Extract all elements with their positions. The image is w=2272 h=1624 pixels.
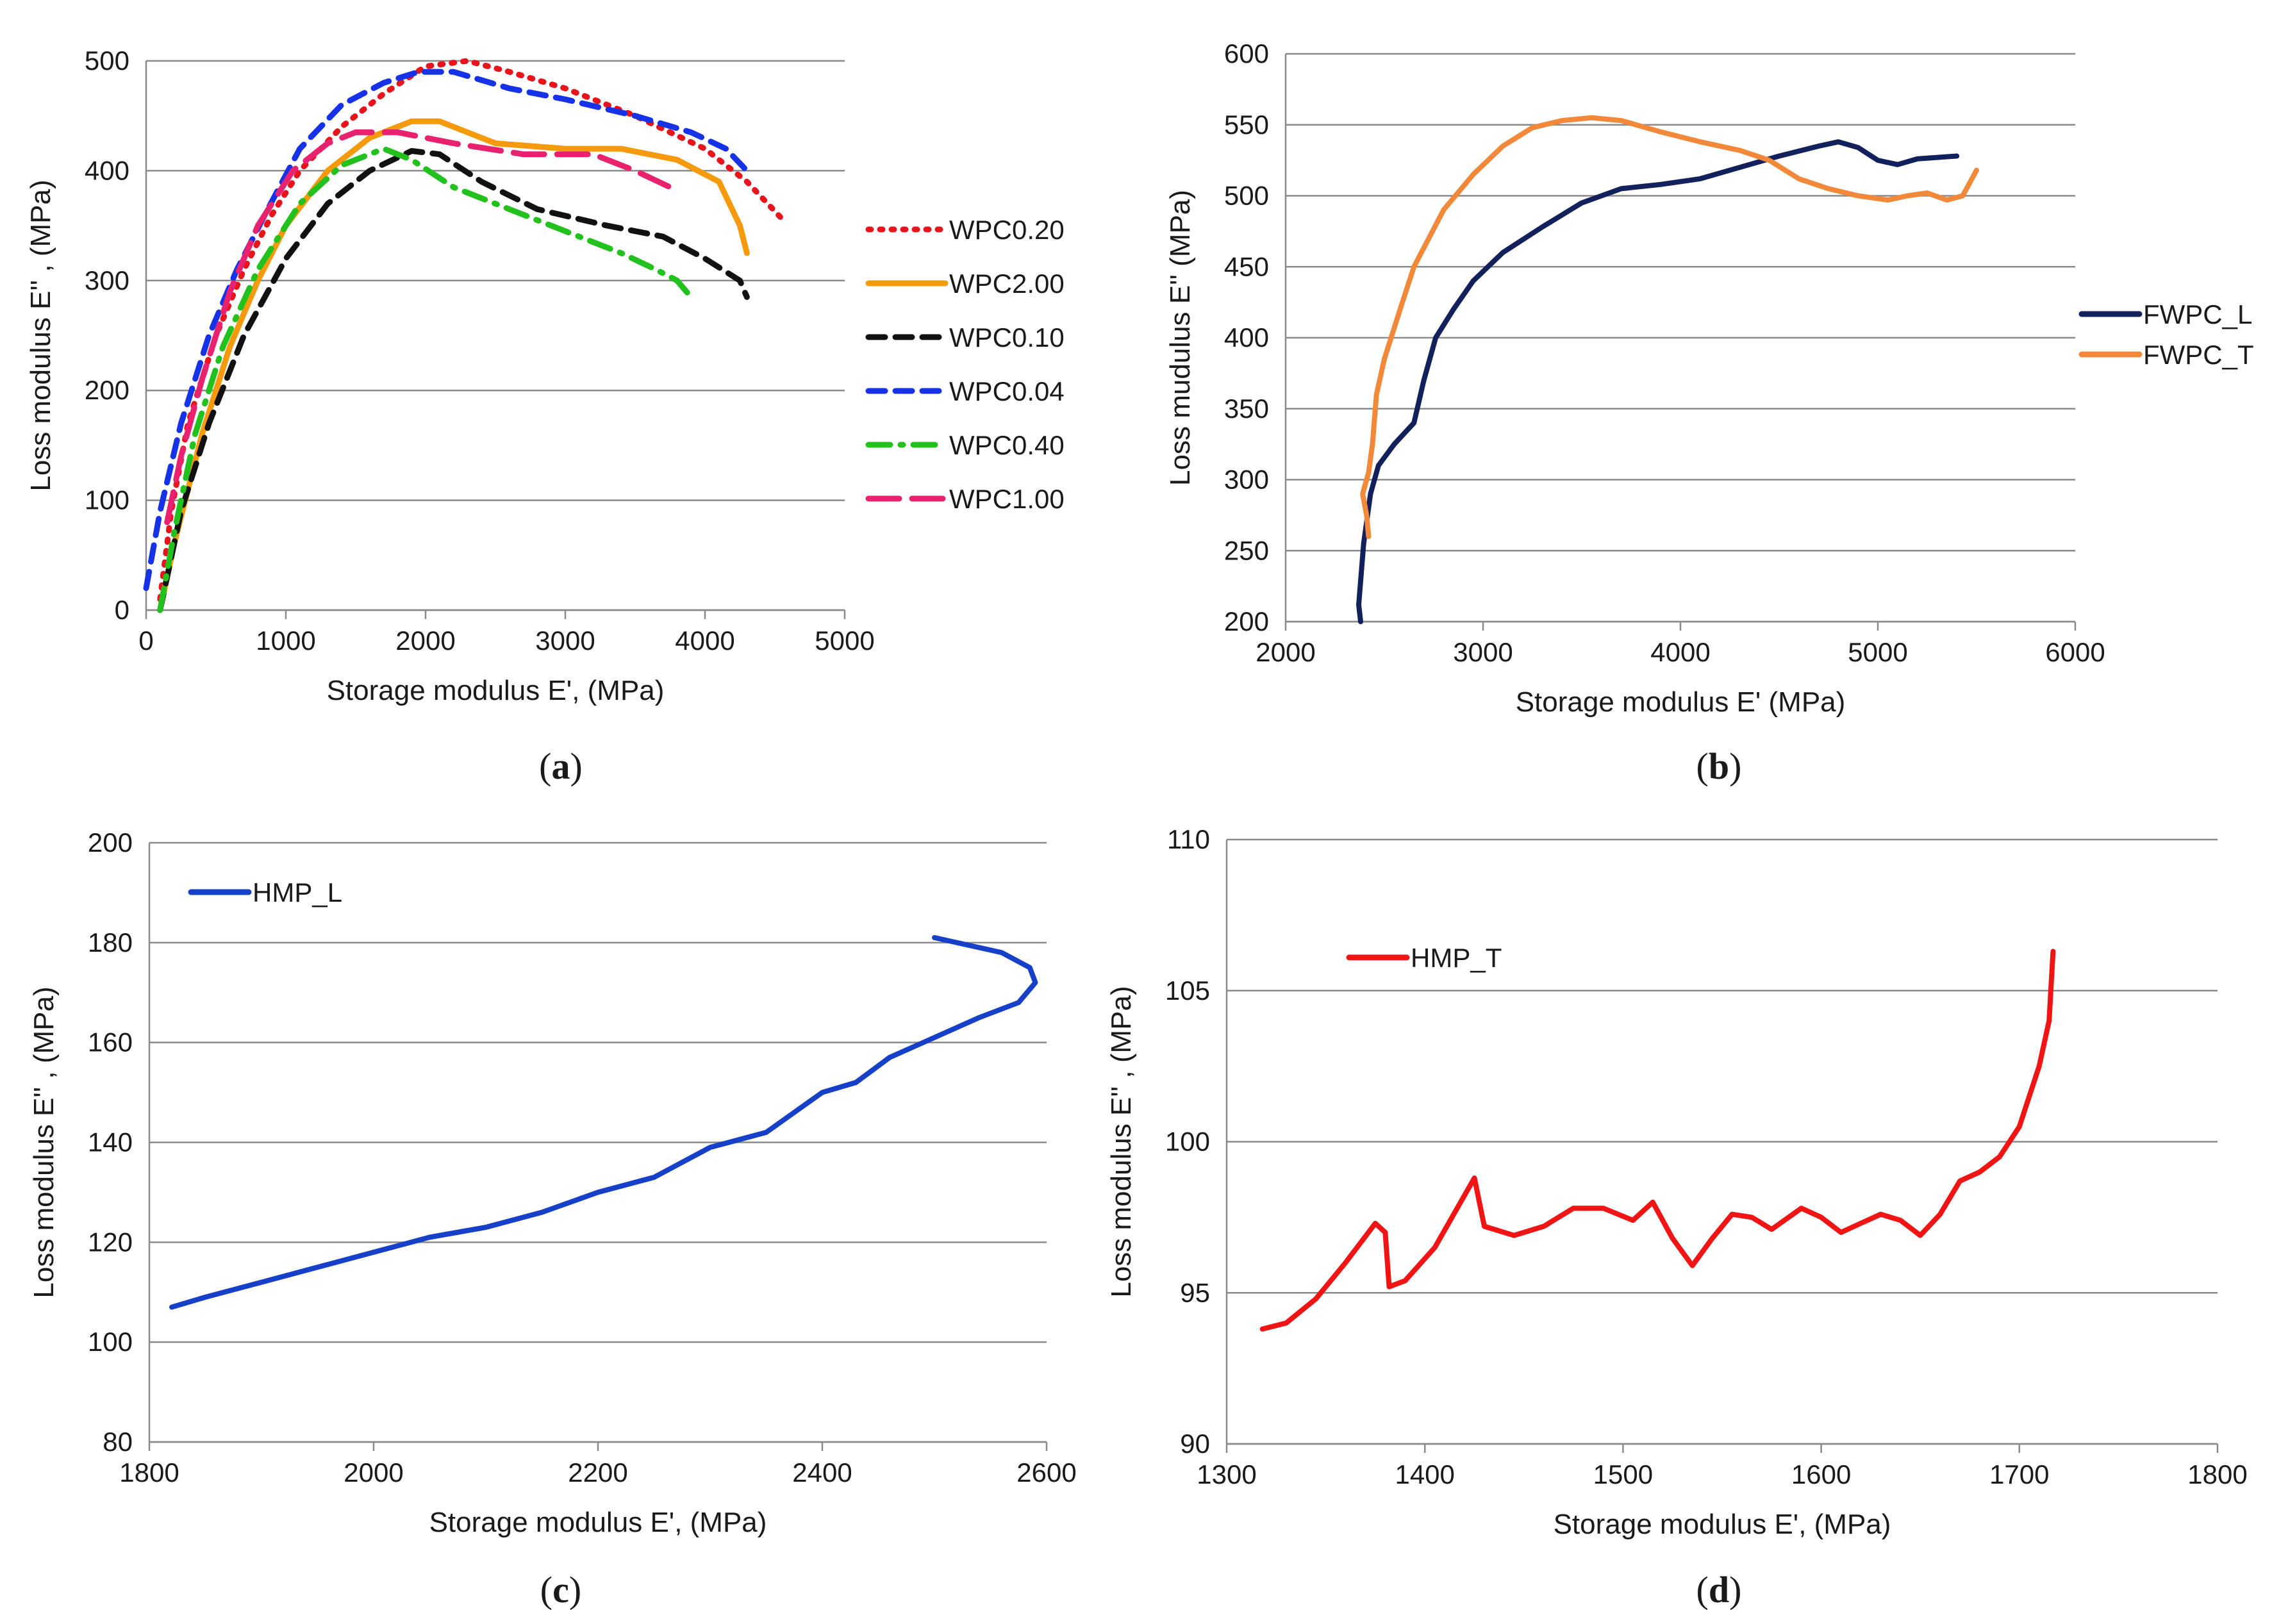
chart-d: 90 95 100 105 110 1300 1400 1500 1600 1700 1800 Sto… [1106,824,2248,1611]
legend-label: WPC2.00 [949,269,1065,299]
panel-label: (b) [1696,745,1742,787]
series-line-hmp-l [169,935,1038,1310]
y-tick-label: 100 [88,1327,133,1357]
y-tick-label: 95 [1180,1277,1210,1307]
y-tick-label: 0 [115,595,129,625]
x-tick-label: 4000 [1650,637,1710,667]
y-axis-label: Loss mudulus E'' (MPa) [1165,190,1196,486]
y-tick-label: 500 [85,46,129,76]
x-axis-label: Storage modulus E', (MPa) [1554,1509,1891,1540]
x-tick-label: 2000 [1256,637,1315,667]
chart-c: 80 100 120 140 160 180 200 1800 2000 2200 2400 2600… [28,827,1077,1611]
y-tick-label: 500 [1224,181,1269,211]
series-line-fwpc-l [1356,139,1960,624]
panel-label: (c) [540,1569,581,1611]
x-tick-label: 2600 [1016,1457,1076,1487]
series-line-wpc0-10 [157,148,750,613]
series-line-wpc0-04 [143,69,750,592]
x-tick-label: 5000 [1848,637,1907,667]
y-tick-label: 120 [88,1227,133,1257]
y-tick-label: 200 [1224,606,1269,636]
legend-label: WPC1.00 [949,484,1065,514]
series-line-wpc1-00 [164,129,673,526]
x-tick-label: 4000 [675,626,734,656]
legend-label: FWPC_L [2143,299,2252,329]
legend-label: WPC0.04 [949,376,1065,406]
x-tick-label: 1000 [256,626,315,656]
y-tick-label: 250 [1224,535,1269,565]
y-axis-label: Loss modulus E'' , (MPa) [25,179,56,491]
y-tick-label: 550 [1224,110,1269,140]
y-axis-label: Loss modulus E'' , (MPa) [28,986,60,1298]
series-line-wpc0-40 [157,145,694,613]
legend-label: WPC0.40 [949,430,1065,460]
x-tick-label: 2200 [568,1457,627,1487]
panel-label: (d) [1696,1569,1742,1611]
x-tick-label: 1500 [1593,1459,1653,1489]
y-tick-label: 100 [1165,1127,1210,1157]
panel-label: (a) [539,745,583,787]
x-tick-label: 5000 [815,626,874,656]
y-tick-label: 450 [1224,251,1269,281]
y-tick-label: 300 [85,265,129,295]
legend-label: FWPC_T [2143,340,2254,370]
y-axis-label: Loss modulus E'' , (MPa) [1106,986,1137,1297]
y-tick-label: 200 [85,375,129,405]
y-tick-label: 160 [88,1027,133,1057]
series-line-fwpc-t [1360,115,1979,540]
x-tick-label: 0 [138,626,153,656]
y-tick-label: 600 [1224,38,1269,69]
x-axis-label: Storage modulus E' (MPa) [1516,686,1846,718]
y-tick-label: 140 [88,1127,133,1157]
x-tick-label: 1600 [1791,1459,1851,1489]
series-line-hmp-t [1259,949,2056,1332]
x-tick-label: 2000 [395,626,455,656]
y-tick-label: 180 [88,927,133,957]
x-tick-label: 1300 [1197,1459,1256,1489]
x-tick-label: 6000 [2045,637,2105,667]
y-tick-label: 400 [1224,322,1269,352]
x-tick-label: 2400 [792,1457,852,1487]
y-tick-label: 110 [1167,824,1210,854]
x-axis-label: Storage modulus E', (MPa) [327,675,665,706]
legend-label: HMP_L [253,877,342,907]
y-tick-label: 90 [1180,1429,1210,1459]
y-tick-label: 400 [85,155,129,185]
legend-label: HMP_T [1411,943,1502,973]
x-axis-label: Storage modulus E', (MPa) [429,1507,767,1538]
x-tick-label: 1800 [119,1457,179,1487]
x-tick-label: 1800 [2187,1459,2247,1489]
y-tick-label: 300 [1224,465,1269,495]
x-tick-label: 3000 [535,626,595,656]
x-tick-label: 1700 [1989,1459,2049,1489]
y-tick-label: 80 [103,1427,133,1457]
y-tick-label: 105 [1165,975,1210,1006]
legend-label: WPC0.20 [949,215,1065,245]
y-tick-label: 100 [85,485,129,515]
y-tick-label: 350 [1224,394,1269,424]
chart-b: 200 250 300 350 400 450 500 550 600 2000 3000 4000 5… [1165,38,2254,787]
x-tick-label: 1400 [1395,1459,1454,1489]
x-tick-label: 2000 [344,1457,403,1487]
series-line-wpc2-00 [157,118,750,613]
y-tick-label: 200 [88,827,133,858]
x-tick-label: 3000 [1453,637,1513,667]
legend-label: WPC0.10 [949,322,1065,352]
series-line-wpc0-20 [157,58,786,602]
